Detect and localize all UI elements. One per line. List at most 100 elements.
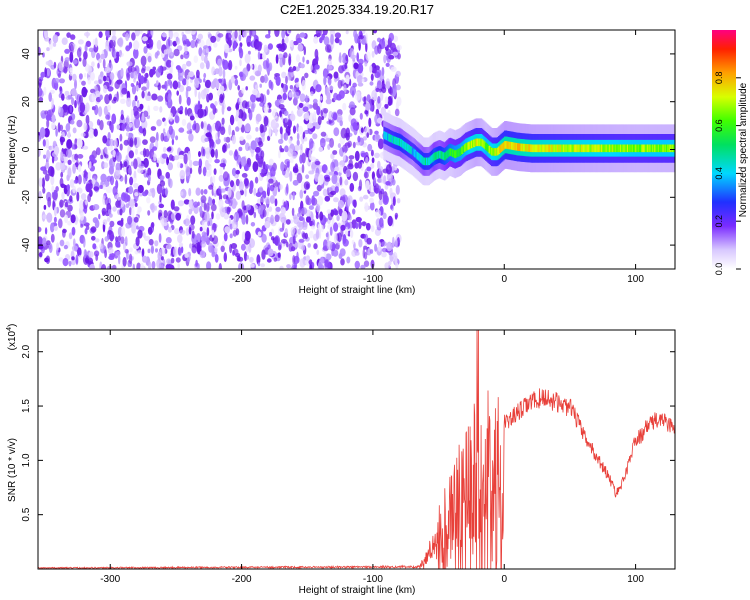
spectrogram-noise-blob [395,70,401,77]
spectrogram-noise-blob [380,86,387,94]
spectrogram-ridge-cell [520,143,523,152]
spectrogram-noise-blob [365,41,368,53]
spectrogram-noise-blob [188,133,194,142]
spectrogram-noise-blob [147,167,152,177]
spectrogram-ridge-cell [662,144,665,153]
spectrogram-noise-blob [284,228,288,237]
spectrogram-noise-blob [141,90,145,99]
spectrogram-noise-blob [222,194,229,200]
spectrogram-noise-blob [50,175,55,186]
snr-frame [37,329,676,570]
spectrogram-ridge-cell [421,156,424,164]
spectrogram-noise-blob [378,199,383,206]
spectrogram-noise-blob [163,120,167,127]
spectrogram-noise-blob [109,163,114,175]
colorbar-ticks: 0.0 0.2 0.4 0.6 0.8 [714,72,741,275]
spectrogram-ridge-cell [631,144,634,153]
spectrogram-noise-blob [352,57,356,62]
spectrogram-noise-blob [359,196,364,202]
spectrogram-noise-blob [124,236,128,246]
spectrogram-noise-blob [219,206,226,218]
spectrogram-noise-blob [371,157,375,164]
spectrogram-noise-blob [142,139,148,146]
spectrogram-noise-blob [268,163,273,172]
spectrogram-noise-blob [189,243,193,249]
spectrogram-noise-blob [331,174,338,185]
spectrogram-noise-blob [357,160,363,169]
spectrogram-noise-blob [220,78,225,86]
spectrogram-noise-blob [235,190,242,200]
spectrogram-noise-blob [365,222,371,231]
spectrogram-noise-blob [195,187,201,196]
spectrogram-noise-blob [348,114,352,122]
spectrogram-noise-blob [147,210,151,216]
spectrogram-noise-blob [310,156,317,162]
spectrogram-noise-blob [61,37,68,45]
spectrogram-noise-blob [149,69,156,75]
spectrogram-noise-blob [109,39,114,49]
spectrogram-noise-blob [261,233,267,243]
spectrogram-noise-blob [69,70,73,77]
spectrogram-noise-blob [223,232,228,242]
spectrogram-noise-blob [150,126,157,131]
spectrogram-noise-blob [142,191,148,197]
spectrogram-noise-blob [147,30,151,35]
spectrogram-noise-blob [82,57,87,67]
spectrogram-noise-blob [305,94,308,103]
spectrogram-noise-blob [179,229,186,235]
spectrogram-noise-blob [327,187,333,192]
spectrogram-noise-blob [195,39,198,48]
spectrogram-noise-blob [306,59,310,65]
spectrogram-noise-blob [261,134,265,143]
spectrogram-noise-blob [179,110,183,115]
spectrogram-noise-blob [313,243,318,250]
spectrogram-noise-blob [193,81,200,89]
spectrogram-noise-blob [248,109,253,121]
spectrogram-noise-blob [218,263,222,269]
spectrogram-noise-blob [109,72,115,81]
spectrogram-noise-blob [280,238,288,244]
spectrogram-noise-blob [40,166,47,171]
spectrogram-ridge-cell [570,144,572,153]
spectrogram-ridge-cell [486,143,489,152]
spectrogram-ridge-cell [452,149,454,157]
spectrogram-noise-blob [297,125,304,135]
spectrogram-noise-blob [345,226,349,236]
spectrogram-noise-blob [118,37,124,48]
spectrogram-noise-blob [366,237,372,245]
spectrogram-noise-blob [185,227,190,236]
spectrogram-ridge-cell [615,144,617,153]
spectrogram-noise-blob [250,94,256,103]
spectrogram-noise-blob [92,38,96,47]
spectrogram-ridge-cell [619,144,622,153]
spectrogram-noise-blob [213,168,217,176]
spectrogram-noise-blob [168,30,173,40]
spectrogram-noise-blob [219,93,224,104]
spectrogram-noise-blob [311,161,316,172]
spectrogram-noise-blob [102,58,106,69]
spectrogram-noise-blob [129,198,135,209]
spectrogram-noise-blob [341,194,348,203]
spectrogram-noise-blob [107,229,112,235]
spectrogram-noise-blob [313,111,317,119]
spectrogram-noise-blob [312,133,318,140]
spectrogram-ridge-cell [397,137,400,146]
spectrogram-ridge-cell [637,144,640,153]
spectrogram-noise-blob [280,161,285,172]
spectrogram-noise-blob [141,86,148,91]
spectrogram-noise-blob [173,48,180,57]
spectrogram-noise-blob [58,105,61,114]
spectrogram-noise-blob [69,195,73,203]
spectrogram-noise-blob [255,192,262,198]
spectrogram-noise-blob [396,44,402,51]
spectrogram-noise-blob [77,164,82,173]
spectrogram-noise-blob [392,236,395,248]
spectrogram-ridge-cell [589,144,591,153]
spectrogram-noise-blob [128,253,133,265]
spectrogram-noise-blob [303,136,308,142]
snr-series-line [38,330,675,569]
spectrogram-noise-blob [58,218,63,229]
spectrogram-noise-blob [254,137,260,143]
spectrogram-noise-blob [225,136,231,143]
